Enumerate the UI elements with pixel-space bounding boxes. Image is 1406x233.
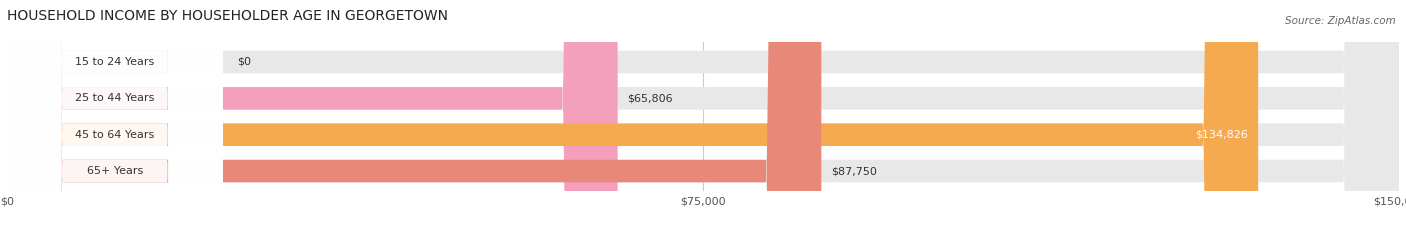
FancyBboxPatch shape xyxy=(7,0,222,233)
FancyBboxPatch shape xyxy=(7,0,1258,233)
Text: 45 to 64 Years: 45 to 64 Years xyxy=(76,130,155,140)
FancyBboxPatch shape xyxy=(7,0,222,233)
FancyBboxPatch shape xyxy=(7,0,1399,233)
Text: $87,750: $87,750 xyxy=(831,166,877,176)
Text: $65,806: $65,806 xyxy=(627,93,673,103)
Text: 65+ Years: 65+ Years xyxy=(87,166,143,176)
FancyBboxPatch shape xyxy=(7,0,222,233)
FancyBboxPatch shape xyxy=(7,0,617,233)
Text: $0: $0 xyxy=(236,57,250,67)
FancyBboxPatch shape xyxy=(7,0,222,233)
Text: $134,826: $134,826 xyxy=(1195,130,1249,140)
FancyBboxPatch shape xyxy=(7,0,1399,233)
Text: 15 to 24 Years: 15 to 24 Years xyxy=(76,57,155,67)
FancyBboxPatch shape xyxy=(7,0,1399,233)
FancyBboxPatch shape xyxy=(7,0,1399,233)
Text: HOUSEHOLD INCOME BY HOUSEHOLDER AGE IN GEORGETOWN: HOUSEHOLD INCOME BY HOUSEHOLDER AGE IN G… xyxy=(7,9,449,23)
FancyBboxPatch shape xyxy=(7,0,821,233)
Text: 25 to 44 Years: 25 to 44 Years xyxy=(75,93,155,103)
Text: Source: ZipAtlas.com: Source: ZipAtlas.com xyxy=(1285,16,1396,26)
